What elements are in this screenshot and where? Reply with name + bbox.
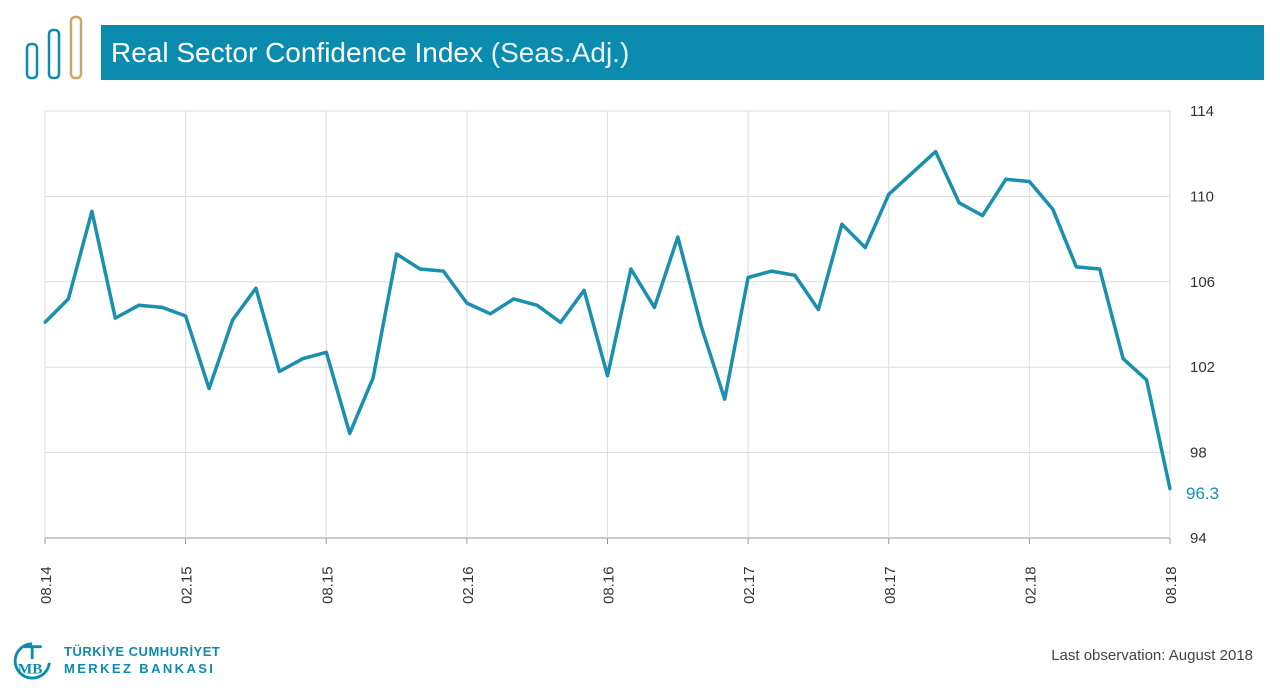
data-point: [1051, 207, 1055, 211]
x-tick-label: 08.18: [1163, 566, 1180, 604]
y-tick-label: 98: [1190, 445, 1207, 462]
data-point: [746, 276, 750, 280]
x-tick-label: 02.17: [741, 566, 758, 604]
grid: [44, 110, 1171, 544]
data-point: [231, 318, 234, 322]
data-point: [301, 357, 305, 361]
data-point: [863, 246, 867, 250]
data-point: [582, 288, 586, 292]
bank-name-line2: MERKEZ BANKASI: [64, 661, 216, 676]
data-point: [512, 297, 516, 301]
data-point: [535, 303, 539, 307]
data-point: [160, 305, 164, 309]
svg-text:MB: MB: [18, 660, 43, 677]
data-point: [652, 305, 656, 309]
data-point: [348, 431, 352, 435]
three-bars-icon: [25, 15, 83, 80]
data-point: [840, 222, 844, 226]
chart-subtitle: (Seas.Adj.): [490, 37, 630, 68]
data-point: [184, 314, 188, 318]
data-point: [254, 286, 258, 290]
data-point: [66, 297, 70, 301]
tcmb-logo-icon: MB: [13, 642, 51, 680]
x-tick-label: 08.15: [319, 566, 336, 604]
data-point: [816, 308, 820, 312]
x-tick-label: 08.16: [601, 566, 618, 604]
page-title: Real Sector Confidence Index (Seas.Adj.): [111, 25, 629, 80]
x-tick-label: 08.17: [882, 566, 899, 604]
y-tick-label: 106: [1190, 274, 1215, 291]
data-point: [137, 303, 141, 307]
x-axis-ticks: 08.14 02.15 08.15 02.16 08.16 02.17 08.17 02.18…: [38, 566, 1180, 604]
data-point: [207, 387, 211, 391]
data-point: [1168, 487, 1172, 491]
chart-title: Real Sector Confidence Index: [111, 37, 483, 68]
data-point: [934, 150, 938, 154]
y-tick-label: 110: [1190, 188, 1214, 205]
x-tick-label: 02.18: [1022, 566, 1039, 604]
y-tick-label: 102: [1190, 359, 1215, 376]
data-point: [371, 376, 375, 380]
data-point: [606, 374, 609, 378]
data-point: [676, 235, 680, 239]
y-axis-ticks: 94 98 102 106 110 114: [1190, 103, 1215, 547]
data-point: [418, 267, 422, 271]
data-point: [910, 171, 914, 175]
data-point: [559, 320, 563, 324]
data-point: [770, 269, 774, 273]
data-point: [1074, 265, 1078, 269]
data-point: [793, 273, 797, 277]
series-layer: 96.3: [43, 149, 1219, 503]
x-tick-label: 02.16: [460, 566, 477, 604]
y-tick-label: 114: [1190, 103, 1214, 120]
x-tick-label: 02.15: [179, 566, 196, 604]
data-point: [1004, 177, 1008, 181]
last-observation-note: Last observation: August 2018: [1051, 647, 1253, 664]
data-point: [1027, 179, 1031, 183]
bank-name-line1: TÜRKİYE CUMHURİYET: [64, 644, 221, 659]
bank-name: TÜRKİYE CUMHURİYET MERKEZ BANKASI: [64, 643, 220, 677]
data-point: [277, 369, 281, 373]
data-point: [957, 201, 961, 205]
title-bar: Real Sector Confidence Index (Seas.Adj.): [101, 25, 1264, 80]
data-point: [699, 325, 703, 329]
data-point: [981, 214, 984, 218]
data-point: [43, 320, 47, 324]
data-point: [90, 209, 94, 213]
last-value-label: 96.3: [1186, 484, 1219, 503]
data-point: [395, 252, 399, 256]
data-point: [1145, 378, 1149, 382]
data-point: [1121, 357, 1125, 361]
x-tick-label: 08.14: [38, 566, 55, 604]
data-point: [441, 269, 445, 273]
data-point: [723, 397, 727, 401]
data-point: [488, 312, 492, 316]
data-point: [1098, 267, 1102, 271]
data-point: [465, 301, 469, 305]
data-point: [887, 192, 891, 196]
data-point: [113, 316, 117, 320]
y-tick-label: 94: [1190, 530, 1207, 547]
data-point: [629, 267, 633, 271]
data-point: [324, 350, 328, 354]
